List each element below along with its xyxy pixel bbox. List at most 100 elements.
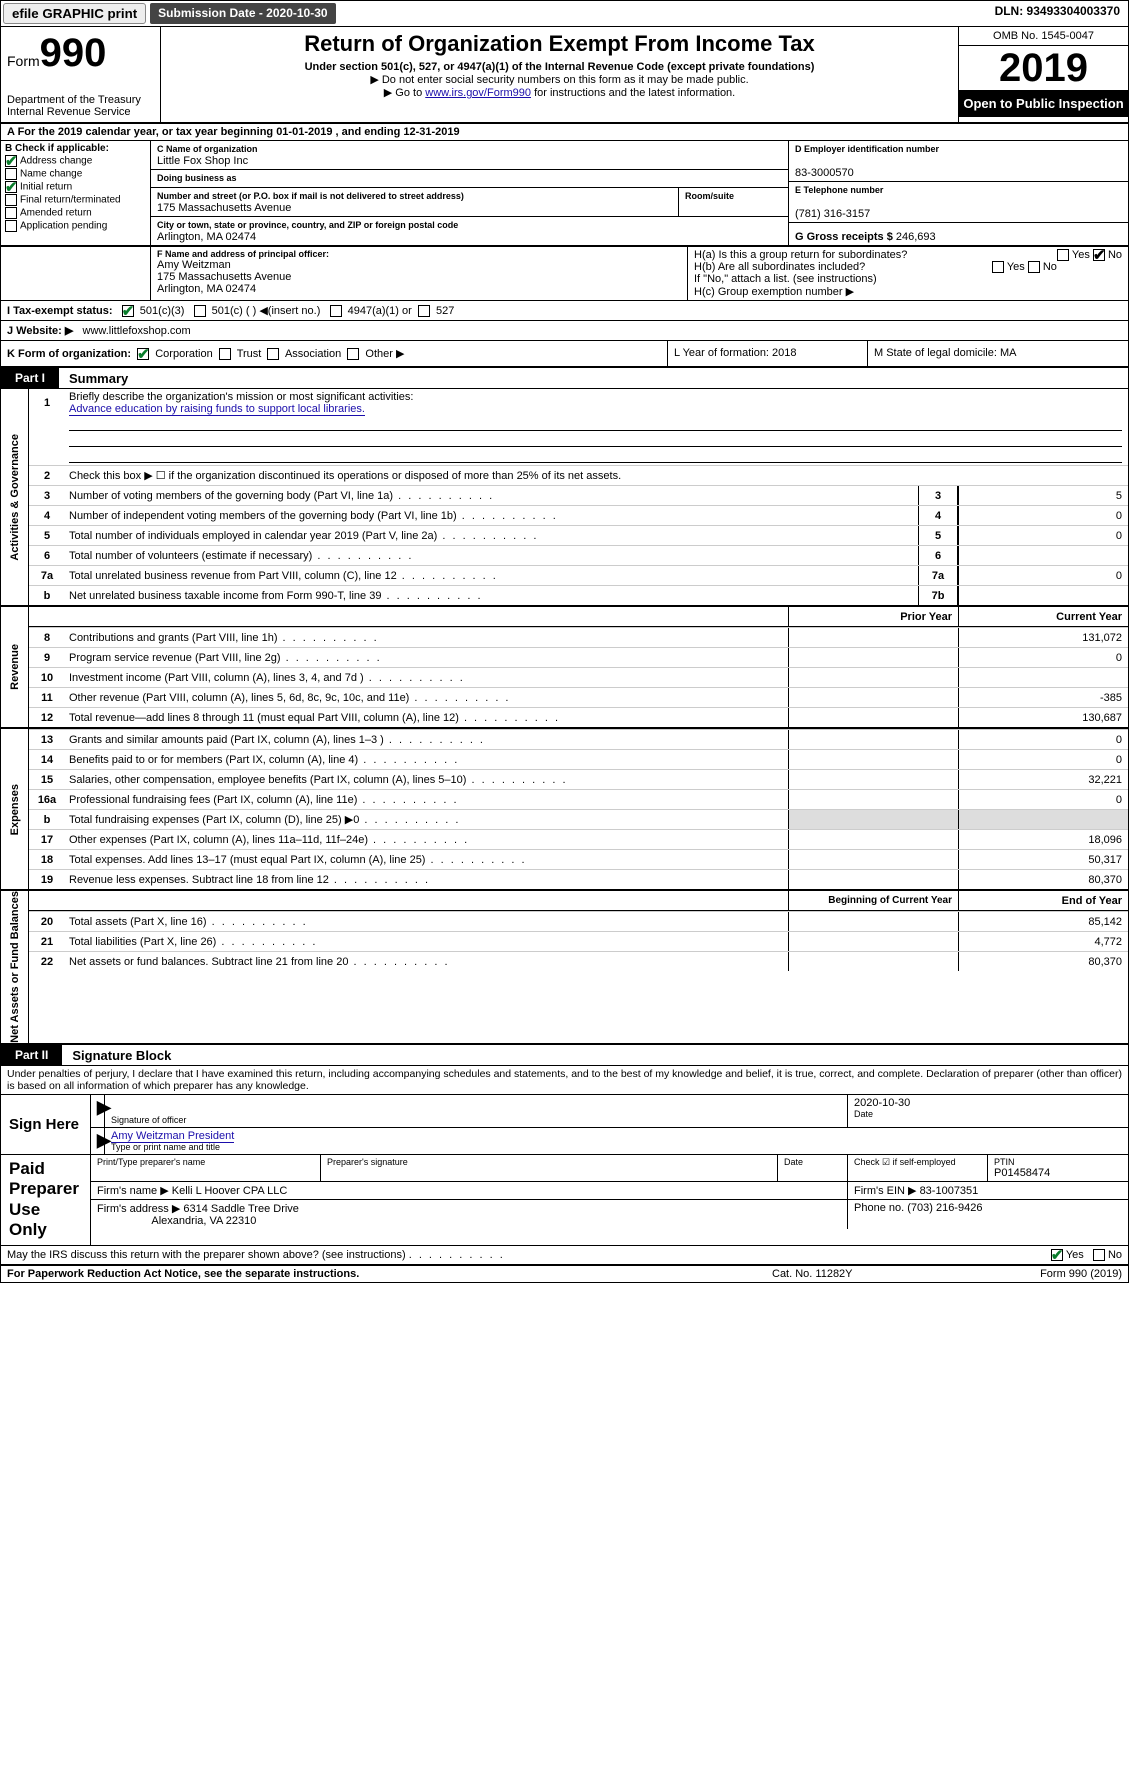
form-subtitle: Under section 501(c), 527, or 4947(a)(1)… [169, 61, 950, 73]
form-990-page: efile GRAPHIC print Submission Date - 20… [0, 0, 1129, 1283]
dln-label: DLN: 93493304003370 [987, 1, 1128, 26]
identity-block: B Check if applicable: Address change Na… [1, 141, 1128, 247]
org-name-label: C Name of organization [157, 144, 258, 154]
part2-header: Part II Signature Block [1, 1045, 1128, 1066]
col-prior-year: Prior Year [788, 607, 958, 626]
officer-addr2: Arlington, MA 02474 [157, 283, 681, 295]
summary-line: 7aTotal unrelated business revenue from … [29, 565, 1128, 585]
summary-line: 22Net assets or fund balances. Subtract … [29, 951, 1128, 971]
mission-text: Advance education by raising funds to su… [69, 403, 365, 416]
section-governance-label: Activities & Governance [9, 434, 21, 561]
h-a: H(a) Is this a group return for subordin… [694, 249, 1122, 261]
form-number: Form990 [7, 31, 154, 76]
row-j-website: J Website: ▶ www.littlefoxshop.com [1, 321, 1128, 341]
sign-here-label: Sign Here [1, 1095, 91, 1154]
efile-print-button[interactable]: efile GRAPHIC print [3, 3, 146, 24]
row-a-tax-period: A For the 2019 calendar year, or tax yea… [1, 124, 1128, 141]
city-label: City or town, state or province, country… [157, 220, 458, 230]
form-version: Form 990 (2019) [972, 1268, 1122, 1280]
sign-here-block: Sign Here ▶ Signature of officer 2020-10… [1, 1095, 1128, 1155]
row-k-org-form: K Form of organization: Corporation Trus… [1, 341, 1128, 368]
firm-phone-label: Phone no. [854, 1202, 904, 1214]
street-value: 175 Massachusetts Avenue [157, 202, 291, 214]
open-to-public-badge: Open to Public Inspection [959, 90, 1128, 117]
page-footer: For Paperwork Reduction Act Notice, see … [1, 1266, 1128, 1282]
firm-addr2: Alexandria, VA 22310 [151, 1215, 256, 1227]
line1-label: Briefly describe the organization's miss… [69, 391, 413, 403]
summary-line: bTotal fundraising expenses (Part IX, co… [29, 809, 1128, 829]
h-c: H(c) Group exemption number ▶ [694, 285, 1122, 298]
paid-preparer-label: Paid Preparer Use Only [1, 1155, 91, 1245]
firm-name-label: Firm's name ▶ [97, 1185, 169, 1197]
phone-value: (781) 316-3157 [795, 208, 870, 220]
submission-date-badge: Submission Date - 2020-10-30 [150, 3, 335, 24]
ein-value: 83-3000570 [795, 167, 854, 179]
summary-line: 15Salaries, other compensation, employee… [29, 769, 1128, 789]
ptin-label: PTIN [994, 1157, 1122, 1167]
firm-phone: (703) 216-9426 [907, 1202, 982, 1214]
firm-addr-label: Firm's address ▶ [97, 1203, 180, 1215]
line2-text: Check this box ▶ ☐ if the organization d… [65, 467, 1128, 484]
section-expenses-label: Expenses [9, 784, 21, 835]
firm-ein-label: Firm's EIN ▶ [854, 1185, 917, 1197]
h-b: H(b) Are all subordinates included? Yes … [694, 261, 1122, 273]
summary-line: 19Revenue less expenses. Subtract line 1… [29, 869, 1128, 889]
omb-number: OMB No. 1545-0047 [959, 27, 1128, 46]
prep-date-label: Date [784, 1157, 841, 1167]
firm-addr1: 6314 Saddle Tree Drive [183, 1203, 299, 1215]
gross-receipts-value: 246,693 [896, 231, 936, 243]
summary-line: 16aProfessional fundraising fees (Part I… [29, 789, 1128, 809]
part1-netassets: Net Assets or Fund Balances Beginning of… [1, 891, 1128, 1045]
state-domicile: M State of legal domicile: MA [868, 341, 1128, 366]
firm-ein: 83-1007351 [920, 1185, 979, 1197]
tax-year: 2019 [959, 46, 1128, 90]
col-beginning-year: Beginning of Current Year [788, 891, 958, 910]
street-label: Number and street (or P.O. box if mail i… [157, 191, 464, 201]
prep-sig-label: Preparer's signature [327, 1157, 771, 1167]
discuss-row: May the IRS discuss this return with the… [1, 1246, 1128, 1266]
officer-label: F Name and address of principal officer: [157, 249, 681, 259]
city-value: Arlington, MA 02474 [157, 231, 256, 243]
sig-officer-label: Signature of officer [111, 1115, 841, 1125]
summary-line: 5Total number of individuals employed in… [29, 525, 1128, 545]
ptin-value: P01458474 [994, 1167, 1050, 1179]
part1-revenue: Revenue Prior Year Current Year 8Contrib… [1, 607, 1128, 729]
summary-line: 3Number of voting members of the governi… [29, 485, 1128, 505]
irs-link[interactable]: www.irs.gov/Form990 [425, 87, 531, 99]
paperwork-notice: For Paperwork Reduction Act Notice, see … [7, 1268, 772, 1280]
summary-line: 20Total assets (Part X, line 16)85,142 [29, 911, 1128, 931]
ein-label: D Employer identification number [795, 144, 939, 154]
summary-line: 12Total revenue—add lines 8 through 11 (… [29, 707, 1128, 727]
summary-line: 10Investment income (Part VIII, column (… [29, 667, 1128, 687]
summary-line: 9Program service revenue (Part VIII, lin… [29, 647, 1128, 667]
top-toolbar: efile GRAPHIC print Submission Date - 20… [1, 1, 1128, 27]
prep-name-label: Print/Type preparer's name [97, 1157, 314, 1167]
room-label: Room/suite [685, 191, 734, 201]
officer-addr1: 175 Massachusetts Avenue [157, 271, 681, 283]
col-current-year: Current Year [958, 607, 1128, 626]
summary-line: bNet unrelated business taxable income f… [29, 585, 1128, 605]
summary-line: 4Number of independent voting members of… [29, 505, 1128, 525]
section-netassets-label: Net Assets or Fund Balances [9, 891, 21, 1043]
year-of-formation: L Year of formation: 2018 [668, 341, 868, 366]
summary-line: 8Contributions and grants (Part VIII, li… [29, 627, 1128, 647]
form-note-link: ▶ Go to www.irs.gov/Form990 for instruct… [169, 86, 950, 99]
summary-line: 11Other revenue (Part VIII, column (A), … [29, 687, 1128, 707]
officer-name-label: Type or print name and title [111, 1142, 1122, 1152]
perjury-declaration: Under penalties of perjury, I declare th… [1, 1066, 1128, 1095]
h-note: If "No," attach a list. (see instruction… [694, 273, 1122, 285]
sig-date-label: Date [854, 1109, 1122, 1119]
summary-line: 17Other expenses (Part IX, column (A), l… [29, 829, 1128, 849]
summary-line: 18Total expenses. Add lines 13–17 (must … [29, 849, 1128, 869]
part1-header: Part I Summary [1, 368, 1128, 389]
paid-preparer-block: Paid Preparer Use Only Print/Type prepar… [1, 1155, 1128, 1246]
part1-governance: Activities & Governance 1 Briefly descri… [1, 389, 1128, 607]
row-i-tax-status: I Tax-exempt status: 501(c)(3) 501(c) ( … [1, 301, 1128, 321]
sig-date: 2020-10-30 [854, 1097, 1122, 1109]
col-end-year: End of Year [958, 891, 1128, 910]
firm-name: Kelli L Hoover CPA LLC [172, 1185, 288, 1197]
dba-label: Doing business as [157, 173, 237, 183]
officer-name: Amy Weitzman [157, 259, 681, 271]
cat-no: Cat. No. 11282Y [772, 1268, 972, 1280]
form-title: Return of Organization Exempt From Incom… [169, 31, 950, 57]
